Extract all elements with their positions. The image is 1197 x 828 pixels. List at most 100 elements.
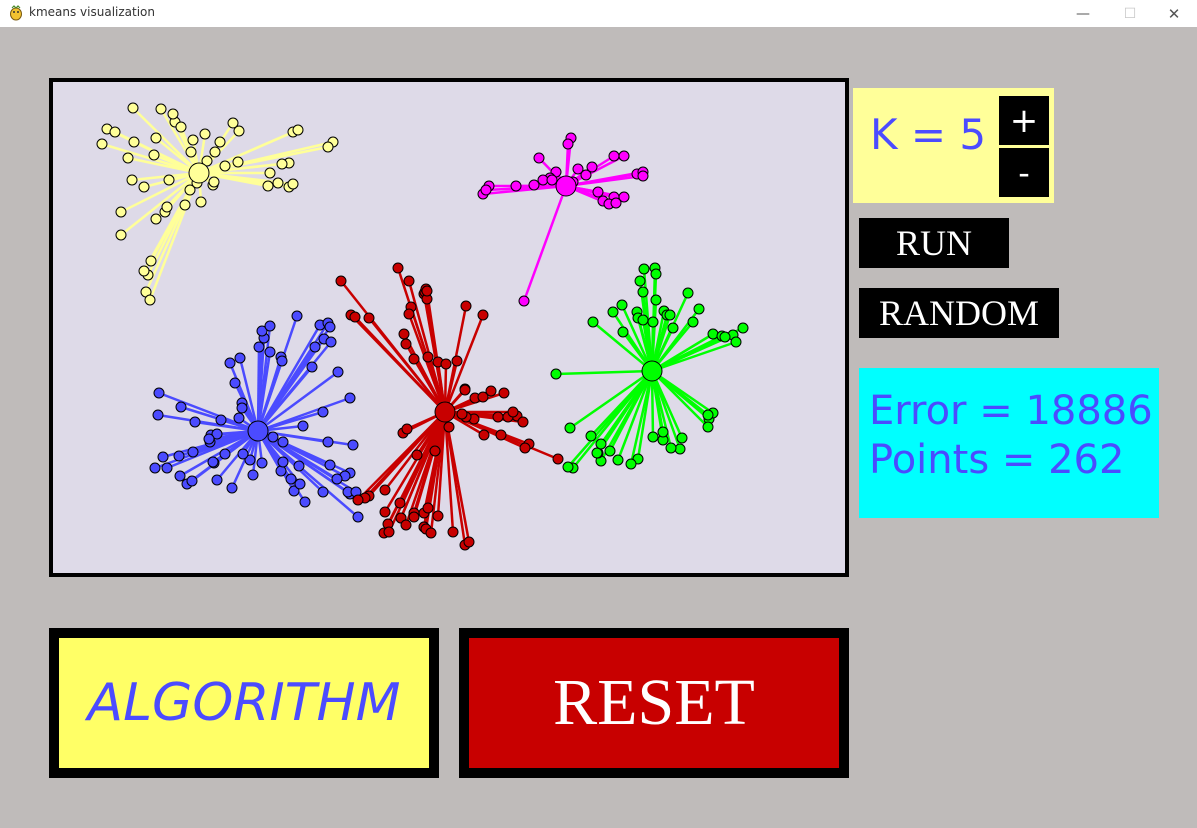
centroid-marker <box>247 420 269 442</box>
assignment-line <box>404 411 447 526</box>
close-button[interactable]: ✕ <box>1167 4 1181 23</box>
data-point <box>517 416 529 428</box>
data-point <box>161 462 173 474</box>
data-point <box>510 180 522 192</box>
data-point <box>422 351 434 363</box>
cluster-2 <box>477 132 649 307</box>
centroid-marker <box>555 175 577 197</box>
data-point <box>564 422 576 434</box>
data-point <box>463 536 475 548</box>
assignment-line <box>650 370 682 450</box>
data-point <box>224 357 236 369</box>
data-point <box>145 255 157 267</box>
data-point <box>272 177 284 189</box>
data-point <box>408 511 420 523</box>
assignment-line <box>569 369 653 430</box>
kmeans-canvas[interactable] <box>49 78 849 577</box>
random-button[interactable]: RANDOM <box>859 288 1059 338</box>
data-point <box>528 179 540 191</box>
data-point <box>276 158 288 170</box>
data-point <box>403 275 415 287</box>
data-point <box>335 275 347 287</box>
assignment-line <box>426 411 447 509</box>
assignment-line <box>590 370 653 437</box>
data-point <box>236 402 248 414</box>
data-point <box>96 138 108 150</box>
cluster-1 <box>96 102 339 306</box>
data-point <box>275 465 287 477</box>
assignment-line <box>133 140 200 175</box>
reset-button-face[interactable]: RESET <box>469 638 839 768</box>
data-point <box>173 450 185 462</box>
data-point <box>492 411 504 423</box>
data-point <box>277 436 289 448</box>
data-point <box>604 445 616 457</box>
data-point <box>287 178 299 190</box>
data-point <box>232 156 244 168</box>
points-readout: Points = 262 <box>869 437 1125 483</box>
data-point <box>214 136 226 148</box>
k-decrement-button[interactable]: - <box>999 148 1049 197</box>
data-point <box>676 432 688 444</box>
k-increment-button[interactable]: + <box>999 96 1049 145</box>
cluster-4 <box>335 262 564 551</box>
stats-panel: Error = 18886 Points = 262 <box>859 368 1159 518</box>
data-point <box>586 161 598 173</box>
data-point <box>185 146 197 158</box>
data-point <box>227 117 239 129</box>
data-point <box>607 306 619 318</box>
data-point <box>398 328 410 340</box>
data-point <box>421 285 433 297</box>
assignment-line <box>608 370 654 452</box>
assignment-line <box>228 362 260 432</box>
data-point <box>403 308 415 320</box>
data-point <box>702 421 714 433</box>
reset-button[interactable]: RESET <box>459 628 849 778</box>
data-point <box>411 449 423 461</box>
data-point <box>211 428 223 440</box>
data-point <box>203 433 215 445</box>
data-point <box>363 312 375 324</box>
data-point <box>306 361 318 373</box>
data-point <box>267 431 279 443</box>
data-point <box>637 170 649 182</box>
centroid-marker <box>641 360 663 382</box>
assignment-line <box>383 411 447 513</box>
centroid-marker <box>188 162 210 184</box>
data-point <box>149 462 161 474</box>
assignment-line <box>641 291 654 372</box>
data-point <box>277 456 289 468</box>
data-point <box>161 201 173 213</box>
data-point <box>647 431 659 443</box>
data-point <box>344 392 356 404</box>
algorithm-button[interactable]: ALGORITHM <box>49 628 439 778</box>
algorithm-button-face[interactable]: ALGORITHM <box>59 638 429 768</box>
assignment-line <box>616 370 654 461</box>
data-point <box>349 311 361 323</box>
data-point <box>518 295 530 307</box>
data-point <box>443 421 455 433</box>
cluster-5 <box>550 262 749 474</box>
data-point <box>294 478 306 490</box>
kmeans-plot[interactable] <box>53 82 845 573</box>
data-point <box>657 426 669 438</box>
minimize-button[interactable]: — <box>1076 5 1090 22</box>
run-button[interactable]: RUN <box>859 218 1009 268</box>
maximize-button[interactable]: ☐ <box>1123 5 1137 22</box>
data-point <box>460 300 472 312</box>
data-point <box>519 442 531 454</box>
assignment-line <box>555 369 653 376</box>
data-point <box>587 316 599 328</box>
data-point <box>299 496 311 508</box>
data-point <box>682 287 694 299</box>
data-point <box>207 456 219 468</box>
data-point <box>127 102 139 114</box>
assignment-line <box>120 172 200 236</box>
data-point <box>148 149 160 161</box>
data-point <box>546 174 558 186</box>
data-point <box>495 429 507 441</box>
assignment-line <box>599 370 654 445</box>
cluster-3 <box>149 310 364 523</box>
data-point <box>317 406 329 418</box>
data-point <box>179 199 191 211</box>
